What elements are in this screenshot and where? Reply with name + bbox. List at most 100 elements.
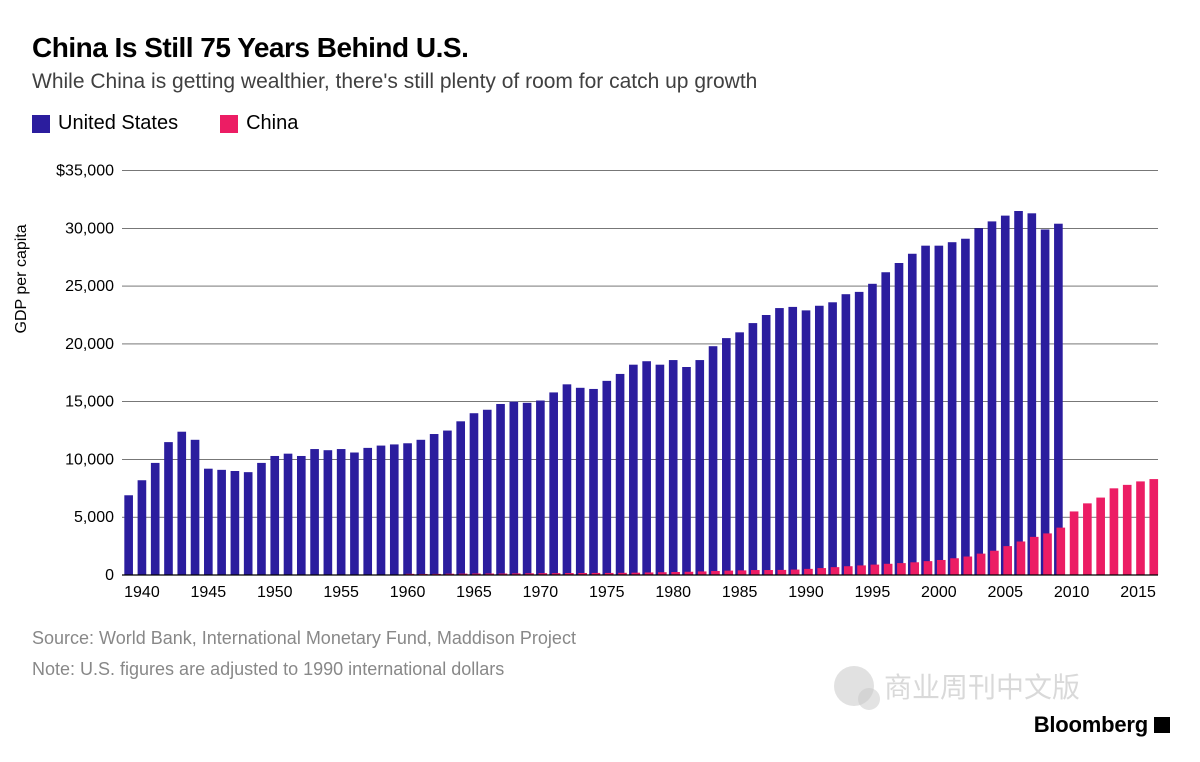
bar-us [350, 453, 359, 575]
bar-us [948, 242, 957, 575]
chart-area: GDP per capita 05,00010,00015,00020,0002… [32, 149, 1168, 609]
bar-china [884, 564, 893, 575]
bar-us [921, 246, 930, 575]
bar-us [1014, 211, 1023, 575]
bar-china [764, 570, 773, 575]
bar-us [324, 450, 333, 575]
bar-us [735, 332, 744, 575]
bar-us [417, 440, 426, 575]
bar-us [496, 404, 505, 575]
bar-us [881, 272, 890, 575]
bar-us [310, 449, 319, 575]
bar-china [724, 571, 733, 575]
bar-us [138, 480, 147, 575]
bar-chart: 05,00010,00015,00020,00025,00030,000$35,… [32, 149, 1168, 609]
legend-label-china: China [246, 112, 298, 135]
bar-us [191, 440, 200, 575]
bar-us [483, 410, 492, 575]
brand-logo: Bloomberg [1034, 712, 1170, 738]
bar-us [935, 246, 944, 575]
chart-subtitle: While China is getting wealthier, there'… [32, 70, 1168, 94]
bar-china [1110, 488, 1119, 575]
bar-china [817, 568, 826, 575]
bar-us [629, 365, 638, 575]
bar-china [990, 551, 999, 575]
bar-us [1028, 213, 1037, 575]
legend-label-us: United States [58, 112, 178, 135]
y-tick-label: $35,000 [56, 163, 114, 180]
bar-us [337, 449, 346, 575]
bar-us [456, 421, 465, 575]
bar-us [868, 284, 877, 575]
bar-us [908, 254, 917, 575]
chart-footer: Source: World Bank, International Moneta… [32, 623, 1168, 684]
bar-china [897, 563, 906, 575]
x-tick-label: 1980 [655, 584, 691, 601]
bar-china [977, 554, 986, 575]
y-tick-label: 30,000 [65, 220, 114, 237]
bar-china [1136, 481, 1145, 575]
bar-us [762, 315, 771, 575]
bar-china [1083, 503, 1092, 575]
bar-china [937, 560, 946, 575]
bar-china [871, 565, 880, 575]
bar-us [204, 469, 213, 575]
bar-us [217, 470, 226, 575]
bar-china [844, 566, 853, 575]
bar-us [443, 431, 452, 575]
y-tick-label: 15,000 [65, 394, 114, 411]
legend-swatch-us [32, 115, 50, 133]
x-tick-label: 1945 [191, 584, 227, 601]
bar-us [974, 228, 983, 575]
y-tick-label: 25,000 [65, 278, 114, 295]
bar-china [1043, 533, 1052, 575]
bar-us [151, 463, 160, 575]
bar-us [1041, 229, 1050, 575]
bar-us [284, 454, 293, 575]
bar-china [738, 570, 747, 575]
bar-us [549, 392, 558, 575]
bar-us [403, 443, 412, 575]
bar-us [377, 446, 386, 575]
x-tick-label: 1995 [855, 584, 891, 601]
bar-china [924, 561, 933, 575]
legend-swatch-china [220, 115, 238, 133]
bar-us [988, 221, 997, 575]
legend-item-us: United States [32, 112, 178, 135]
bar-us [231, 471, 240, 575]
x-tick-label: 1960 [390, 584, 426, 601]
bar-us [842, 294, 851, 575]
bar-us [682, 367, 691, 575]
bar-us [124, 495, 133, 575]
brand-text: Bloomberg [1034, 712, 1148, 738]
note-text: Note: U.S. figures are adjusted to 1990 … [32, 654, 1168, 685]
bar-us [363, 448, 372, 575]
x-tick-label: 2010 [1054, 584, 1090, 601]
bar-us [470, 413, 479, 575]
bar-us [510, 402, 519, 575]
bar-us [244, 472, 253, 575]
bar-us [270, 456, 279, 575]
bar-us [802, 310, 811, 575]
source-text: Source: World Bank, International Moneta… [32, 623, 1168, 654]
bar-us [656, 365, 665, 575]
bar-china [910, 562, 919, 575]
bar-us [749, 323, 758, 575]
bar-china [857, 565, 866, 575]
bar-china [791, 570, 800, 575]
bar-china [1056, 528, 1065, 575]
x-tick-label: 2005 [987, 584, 1023, 601]
x-tick-label: 1975 [589, 584, 625, 601]
bar-us [576, 388, 585, 575]
bar-us [1054, 224, 1063, 575]
x-tick-label: 2000 [921, 584, 957, 601]
x-tick-label: 2015 [1120, 584, 1156, 601]
bar-china [711, 571, 720, 575]
x-tick-label: 1965 [456, 584, 492, 601]
bar-china [1003, 546, 1012, 575]
bar-us [430, 434, 439, 575]
y-tick-label: 20,000 [65, 336, 114, 353]
bar-china [1030, 537, 1039, 575]
bar-us [855, 292, 864, 575]
bar-china [804, 569, 813, 575]
